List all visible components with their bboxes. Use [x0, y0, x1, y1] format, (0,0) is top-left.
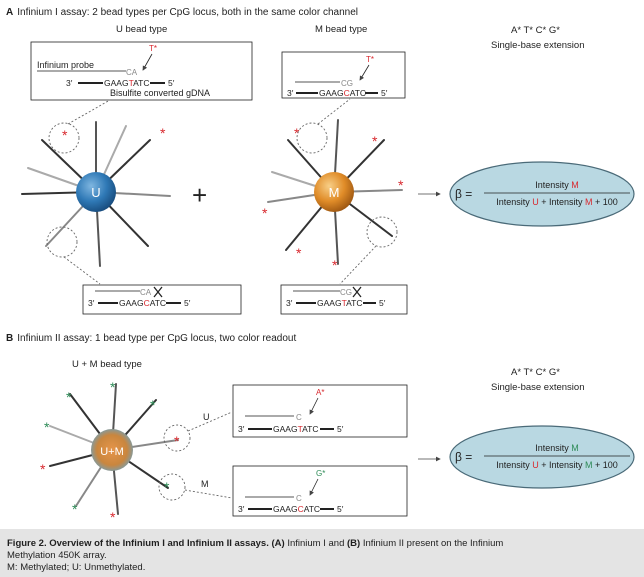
- green-star-icon: *: [164, 479, 170, 495]
- red-star-icon: *: [296, 245, 302, 261]
- red-star-icon: *: [398, 177, 404, 193]
- svg-text:5′: 5′: [381, 88, 388, 98]
- svg-text:3′: 3′: [66, 78, 73, 88]
- svg-text:GAAGTATC: GAAGTATC: [317, 298, 363, 308]
- svg-text:5′: 5′: [337, 504, 344, 514]
- beta-symbol-a: β =: [455, 187, 472, 201]
- callout-circles-b: [158, 411, 233, 501]
- green-star-icon: *: [150, 397, 156, 413]
- svg-text:CA: CA: [126, 68, 138, 77]
- beta-ellipse-a: [449, 161, 635, 227]
- ext-bases-a: A* T* C* G*: [511, 25, 560, 36]
- green-star-icon: *: [110, 379, 116, 395]
- red-star-icon: *: [294, 125, 300, 141]
- svg-text:GAAGTATC: GAAGTATC: [273, 424, 319, 434]
- m-probe-box-b: G* C 3′ GAAGCATC 5′: [232, 465, 408, 517]
- beta-denominator-b: Intensity U + Intensity M + 100: [496, 460, 618, 470]
- svg-text:G*: G*: [316, 469, 325, 478]
- ext-label-b: Single-base extension: [491, 382, 585, 393]
- svg-text:Bisulfite converted gDNA: Bisulfite converted gDNA: [110, 88, 210, 98]
- u-probe-box-top: T* Infinium probe CA 3′ GAAGTATC 5′ Bisu…: [30, 41, 253, 101]
- green-star-icon: *: [44, 419, 50, 435]
- svg-text:T*: T*: [366, 55, 374, 64]
- svg-text:GAAGCATC: GAAGCATC: [119, 298, 166, 308]
- beta-symbol-b: β =: [455, 450, 472, 464]
- beta-ellipse-b: [449, 425, 635, 489]
- svg-text:C: C: [296, 413, 302, 422]
- figure-caption: Figure 2. Overview of the Infinium I and…: [0, 529, 644, 577]
- caption-line-1: Figure 2. Overview of the Infinium I and…: [7, 538, 504, 549]
- svg-text:5′: 5′: [337, 424, 344, 434]
- red-star-icon: *: [174, 433, 180, 449]
- callout-circles-a: [46, 98, 398, 285]
- svg-text:3′: 3′: [238, 424, 245, 434]
- m-bead: [314, 172, 354, 212]
- m-probe-box-top: T* CG 3′ GAAGCATC 5′: [281, 51, 406, 99]
- red-star-icon: *: [160, 125, 166, 141]
- section-a-title: A Infinium I assay: 2 bead types per CpG …: [6, 7, 358, 18]
- u-probe-box-bottom: CA 3′ GAAGCATC 5′: [82, 284, 242, 315]
- ext-label-a: Single-base extension: [491, 40, 585, 51]
- ext-bases-b: A* T* C* G*: [511, 367, 560, 378]
- caption-line-3: M: Methylated; U: Unmethylated.: [7, 562, 146, 573]
- svg-text:GAAGTATC: GAAGTATC: [104, 78, 150, 88]
- u-probe-box-b: A* C 3′ GAAGTATC 5′: [232, 384, 408, 438]
- svg-text:CA: CA: [140, 288, 152, 297]
- svg-text:GAAGCATC: GAAGCATC: [319, 88, 366, 98]
- u-bead-type-label: U bead type: [116, 24, 168, 35]
- red-star-icon: *: [332, 257, 338, 273]
- svg-text:A*: A*: [316, 388, 324, 397]
- green-star-icon: *: [66, 389, 72, 405]
- beta-numerator-a: Intensity M: [535, 180, 579, 190]
- red-star-icon: *: [372, 133, 378, 149]
- caption-line-2: Methylation 450K array.: [7, 550, 107, 561]
- svg-text:5′: 5′: [184, 298, 191, 308]
- svg-text:C: C: [296, 494, 302, 503]
- probe-label: Infinium probe: [37, 60, 94, 70]
- svg-text:3′: 3′: [88, 298, 95, 308]
- section-a-letter: A: [6, 7, 14, 18]
- beta-numerator-b: Intensity M: [535, 443, 579, 453]
- svg-text:5′: 5′: [379, 298, 386, 308]
- red-star-icon: *: [62, 127, 68, 143]
- um-bead: [91, 429, 133, 471]
- red-star-icon: *: [40, 461, 46, 477]
- infinium-i-diagram: T* Infinium probe CA 3′ GAAGTATC 5′ Bisu…: [21, 41, 635, 315]
- svg-text:5′: 5′: [168, 78, 175, 88]
- beta-denominator-a: Intensity U + Intensity M + 100: [496, 197, 618, 207]
- u-bead: [76, 172, 116, 212]
- svg-text:T*: T*: [149, 44, 157, 53]
- u-callout-label: U: [203, 412, 210, 422]
- svg-text:3′: 3′: [287, 88, 294, 98]
- svg-text:3′: 3′: [238, 504, 245, 514]
- svg-text:GAAGCATC: GAAGCATC: [273, 504, 320, 514]
- red-star-icon: *: [110, 509, 116, 525]
- m-callout-label: M: [201, 479, 209, 489]
- green-star-icon: *: [72, 501, 78, 517]
- m-bead-label: M: [329, 185, 340, 200]
- section-b-title: B Infinium II assay: 1 bead type per CpG …: [6, 333, 297, 344]
- svg-text:3′: 3′: [286, 298, 293, 308]
- u-bead-label: U: [91, 185, 100, 200]
- section-b-letter: B: [6, 333, 14, 344]
- um-bead-label: U+M: [100, 446, 124, 458]
- plus-sign: +: [192, 180, 207, 210]
- red-star-icon: *: [262, 205, 268, 221]
- um-bead-type-label: U + M bead type: [72, 359, 142, 370]
- svg-text:CG: CG: [341, 79, 353, 88]
- m-bead-type-label: M bead type: [315, 24, 368, 35]
- m-probe-box-bottom: CG 3′ GAAGTATC 5′: [280, 284, 408, 315]
- infinium-ii-diagram: U+M * * * * * * * * * U M A* C 3′ GAAGTA…: [40, 379, 635, 525]
- svg-text:CG: CG: [340, 288, 352, 297]
